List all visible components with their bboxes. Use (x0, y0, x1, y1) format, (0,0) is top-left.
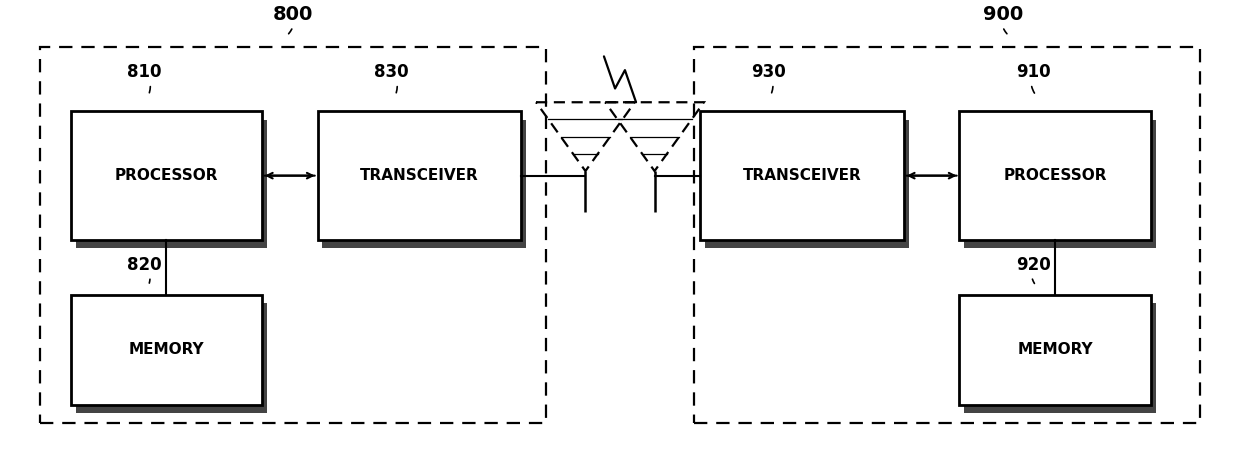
Bar (76, 303, 267, 413)
Bar (71, 295, 262, 405)
Text: PROCESSOR: PROCESSOR (114, 168, 218, 183)
Bar (71, 111, 262, 240)
Text: 900: 900 (982, 5, 1023, 34)
Bar (706, 120, 909, 248)
Bar (317, 111, 521, 240)
Bar (960, 295, 1151, 405)
Text: MEMORY: MEMORY (129, 343, 205, 357)
Bar (965, 120, 1156, 248)
Bar (40, 47, 546, 423)
Text: 800: 800 (273, 5, 312, 34)
Text: 910: 910 (1017, 63, 1050, 93)
Bar (965, 303, 1156, 413)
Text: 930: 930 (750, 63, 785, 93)
Bar (960, 111, 1151, 240)
Text: PROCESSOR: PROCESSOR (1003, 168, 1107, 183)
Text: TRANSCEIVER: TRANSCEIVER (360, 168, 479, 183)
Text: 920: 920 (1016, 256, 1052, 284)
Bar (322, 120, 526, 248)
Bar (694, 47, 1200, 423)
Bar (76, 120, 267, 248)
Text: 810: 810 (128, 63, 162, 93)
Text: 830: 830 (374, 63, 409, 93)
Text: 820: 820 (128, 256, 162, 283)
Text: TRANSCEIVER: TRANSCEIVER (743, 168, 862, 183)
Text: MEMORY: MEMORY (1017, 343, 1092, 357)
Bar (701, 111, 904, 240)
